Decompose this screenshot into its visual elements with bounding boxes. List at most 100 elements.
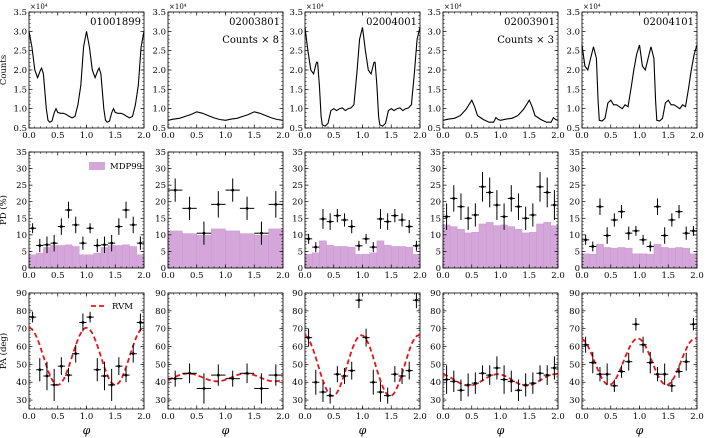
y-tick-label: 40: [569, 378, 580, 388]
pa-point: [445, 378, 448, 381]
pd-point: [648, 245, 652, 248]
x-tick-label: 1.0: [494, 131, 508, 141]
pa-point: [495, 366, 499, 370]
x-tick-label: 0.0: [298, 412, 312, 422]
y-tick-label: 1.0: [566, 105, 580, 115]
pd-point: [74, 223, 78, 227]
pa-point: [364, 336, 368, 340]
y-tick-label: 90: [569, 289, 580, 299]
y-tick-label: 2.5: [427, 47, 441, 57]
x-tick-label: 0.0: [161, 271, 175, 281]
pd-point: [328, 220, 332, 224]
y-tick-label: 70: [569, 325, 580, 335]
mdp99-bar: [449, 226, 458, 269]
mdp99-bar: [660, 247, 669, 269]
y-tick-label: 60: [430, 343, 441, 353]
pa-point: [307, 336, 310, 340]
x-tick-label: 1.0: [80, 131, 94, 141]
x-tick-label: 0.5: [51, 412, 65, 422]
pd-point: [634, 229, 638, 233]
x-tick-label: 0.0: [22, 412, 36, 422]
y-tick-label: 25: [16, 181, 27, 191]
pd-panel-02003801: 0.0 0.5 1.0 1.5 2.0 0 5 10 15 20 25 30 35: [155, 148, 290, 281]
rvm-curve: [442, 373, 559, 387]
pa-point: [67, 373, 70, 377]
axes-frame: [442, 292, 559, 410]
pa-point: [117, 364, 121, 368]
pd-point: [45, 243, 49, 247]
mdp99-bar: [653, 243, 662, 269]
y-tick-label: 25: [292, 181, 303, 191]
y-tick-label: 35: [16, 148, 27, 158]
pd-point: [110, 241, 114, 245]
x-tick-label: 0.0: [161, 412, 175, 422]
pa-point: [620, 370, 623, 373]
pd-point: [386, 220, 390, 224]
pa-point: [400, 374, 404, 378]
mdp99-bar: [500, 224, 508, 269]
mdp99-bar: [581, 253, 590, 269]
y-tick-label: 0.5: [427, 124, 441, 134]
y-tick-label: 30: [155, 165, 166, 175]
mdp99-bar: [485, 222, 494, 269]
x-tick-label: 1.5: [384, 131, 398, 141]
y-tick-label: 1.5: [427, 85, 441, 95]
y-tick-label: 5: [161, 247, 166, 257]
y-tick-label: 2.5: [289, 47, 303, 57]
mdp99-bar: [210, 228, 226, 269]
y-tick-label: 5: [575, 247, 580, 257]
x-tick-label: 2.0: [690, 131, 704, 141]
pd-point: [103, 243, 106, 247]
x-tick-label: 2.0: [690, 412, 704, 422]
pa-point: [677, 370, 681, 373]
pa-point: [245, 371, 249, 375]
pa-point: [202, 387, 206, 390]
mdp99-bar: [326, 244, 334, 269]
pa-point: [553, 366, 556, 370]
x-tick-label: 1.5: [384, 271, 398, 281]
pa-point: [452, 379, 456, 383]
x-axis-title: φ: [497, 424, 505, 437]
pa-point: [52, 383, 56, 387]
y-tick-label: 90: [430, 289, 441, 299]
y-tick-label: 1.5: [289, 85, 303, 95]
y-tick-label: 5: [22, 247, 27, 257]
counts-panel-01001899: 0.0 0.5 1.0 1.5 2.00.51.01.52.02.53.03.5Coun…: [0, 3, 151, 141]
pa-point: [103, 374, 106, 378]
pa-point: [231, 377, 235, 381]
y-tick-label: 0: [22, 264, 27, 274]
pd-point: [641, 238, 645, 242]
pd-point: [663, 234, 667, 237]
pa-point: [124, 373, 128, 377]
y-tick-label: 1.0: [289, 105, 303, 115]
pa-point: [139, 321, 142, 324]
y-tick-label: 2.0: [427, 66, 441, 76]
counts-line: [442, 99, 559, 123]
obsid-label: 01001899: [90, 17, 141, 28]
rvm-curve: [304, 334, 421, 397]
y-tick-label: 35: [155, 148, 166, 158]
x-tick-label: 0.0: [575, 412, 589, 422]
pa-point: [74, 352, 78, 356]
y-tick-label: 20: [292, 198, 303, 208]
y-tick-label: 30: [569, 396, 580, 406]
mdp99-bar: [79, 254, 87, 269]
y-tick-label: 10: [16, 231, 27, 241]
pd-point: [524, 216, 528, 220]
x-tick-label: 0.5: [51, 131, 65, 141]
mdp99-bar: [122, 244, 130, 269]
x-tick-label: 1.5: [108, 271, 122, 281]
mdp99-bar: [333, 246, 342, 269]
pd-point: [591, 245, 595, 248]
x-tick-label: 2.0: [690, 271, 704, 281]
pd-point: [52, 241, 56, 245]
mdp99-bar: [610, 247, 619, 269]
pd-point: [202, 231, 206, 235]
x-tick-label: 1.5: [247, 131, 261, 141]
pa-point: [684, 360, 688, 364]
pd-point: [231, 188, 235, 192]
y-tick-label: 2.0: [566, 66, 580, 76]
pa-point: [627, 360, 631, 364]
x-tick-label: 1.5: [108, 412, 122, 422]
y-tick-label: 0: [575, 264, 580, 274]
